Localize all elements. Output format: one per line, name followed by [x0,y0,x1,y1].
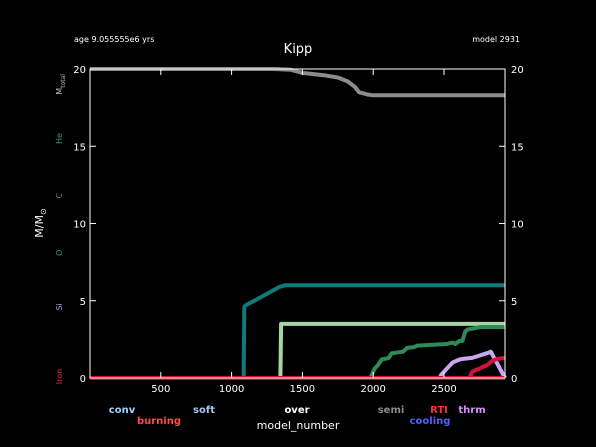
y-tick-label: 5 [80,297,86,308]
left-label: O [55,250,64,256]
y-tick-label-right: 20 [511,65,524,76]
y-tick-label: 20 [73,65,86,76]
x-axis: 500 1000 1500 2000 2500 [151,69,457,395]
model-label: model 2931 [472,35,520,44]
left-label-text: Iron [55,369,64,384]
y-tick-label: 15 [73,142,86,153]
y-axis-label: M/M⊙ [33,208,48,237]
age-label: age 9.055555e6 yrs [74,35,154,44]
legend-burning: burning [137,416,181,427]
legend-rti: RTI [430,405,448,416]
x-tick-label: 2500 [431,384,456,395]
chart-title: Kipp [284,42,313,57]
x-tick-label: 1500 [290,384,315,395]
legend-soft: soft [193,405,215,416]
y-tick-label-right: 15 [511,142,524,153]
series-line-fe_core [467,355,506,379]
series-line-si_core [437,349,507,379]
left-label: C [55,192,64,198]
series-line-c_core [278,321,505,379]
legend-thrm: thrm [458,405,485,416]
left-label-text: O [55,250,64,256]
y-axis-label-text: M/M⊙ [33,208,48,237]
legend-over: over [284,405,309,416]
y-axis-right: 0 5 10 15 20 [499,65,524,385]
y-axis-left: 0 5 10 15 20 [73,65,96,385]
series-line-he_core [241,283,505,379]
y-tick-label-right: 10 [511,220,524,231]
x-tick-label: 500 [151,384,170,395]
left-label: Iron [55,369,64,384]
legend-conv: conv [109,405,136,416]
legend-cooling: cooling [410,416,451,427]
left-label: Mtotal [55,74,67,95]
y-tick-label-right: 5 [511,297,517,308]
series-layer [90,67,507,380]
left-label: He [55,133,64,144]
left-label-text: C [55,192,64,198]
series-line-o_core [368,325,505,379]
left-label-text: Si [55,303,64,310]
legend-semi: semi [378,405,405,416]
left-label-text: He [55,133,64,144]
y-tick-label: 0 [80,374,86,385]
left-labels: Mtotal He C O Si Iron [55,74,67,384]
left-label: Si [55,303,64,310]
y-tick-label: 10 [73,220,86,231]
x-axis-label: model_number [257,419,340,432]
plot-frame [89,68,506,379]
series-line-total [90,67,505,98]
x-tick-label: 1000 [219,384,244,395]
x-tick-label: 2000 [360,384,385,395]
y-tick-label-right: 0 [511,374,517,385]
left-label-text: Mtotal [55,74,67,95]
